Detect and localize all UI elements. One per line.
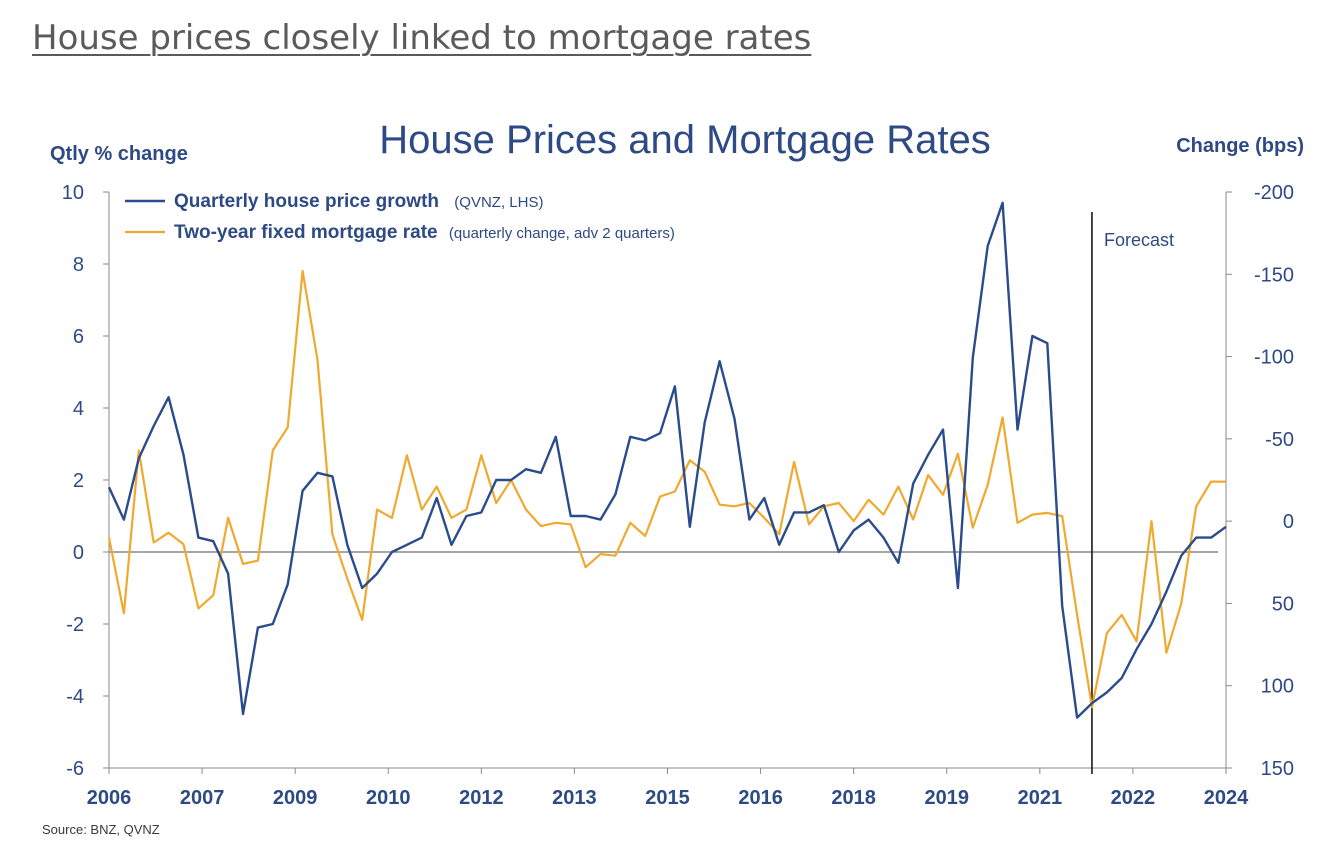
right-tick-label: -200: [1254, 182, 1294, 204]
series-line-house-price: [107, 201, 1227, 719]
right-axis-label: Change (bps): [1176, 135, 1304, 157]
x-tick-label: 2018: [831, 787, 876, 809]
x-tick-label: 2013: [552, 787, 597, 809]
x-tick-label: 2021: [1018, 787, 1063, 809]
x-tick-label: 2016: [738, 787, 783, 809]
left-tick-label: 4: [73, 398, 84, 420]
left-tick-label: -6: [66, 758, 84, 780]
left-tick-label: 2: [73, 470, 84, 492]
right-tick-label: 50: [1272, 593, 1294, 615]
legend: Quarterly house price growth (QVNZ, LHS)…: [125, 191, 675, 243]
left-tick-label: -2: [66, 614, 84, 636]
x-tick-label: 2007: [180, 787, 225, 809]
forecast-label: Forecast: [1104, 230, 1174, 250]
x-tick-label: 2009: [273, 787, 318, 809]
left-axis: 10 8 6 4 2 0 -2 -4 -6: [62, 182, 110, 780]
legend-label-mortgage: Two-year fixed mortgage rate (quarterly …: [174, 222, 675, 243]
left-tick-label: 8: [73, 254, 84, 276]
source-note: Source: BNZ, QVNZ: [42, 822, 160, 837]
right-tick-label: 100: [1261, 676, 1294, 698]
legend-label-house: Quarterly house price growth (QVNZ, LHS): [174, 191, 543, 212]
right-tick-label: 0: [1283, 511, 1294, 533]
right-tick-label: -100: [1254, 347, 1294, 369]
left-tick-label: 6: [73, 326, 84, 348]
x-tick-label: 2019: [925, 787, 970, 809]
left-axis-label: Qtly % change: [50, 143, 188, 165]
page-heading: House prices closely linked to mortgage …: [32, 18, 812, 58]
left-tick-label: -4: [66, 686, 84, 708]
x-tick-label: 2015: [645, 787, 690, 809]
series-line-mortgage-rate: [107, 269, 1226, 709]
left-tick-label: 0: [73, 542, 84, 564]
right-tick-label: -150: [1254, 264, 1294, 286]
x-tick-label: 2024: [1204, 787, 1249, 809]
right-axis: -200 -150 -100 -50 0 50 100 150: [1225, 182, 1294, 780]
x-axis: 2006 2007 2009 2010 2012 2013 2015 2016 2018 2019…: [87, 767, 1249, 809]
right-tick-label: 150: [1261, 758, 1294, 780]
left-tick-label: 10: [62, 182, 84, 204]
x-tick-label: 2010: [366, 787, 411, 809]
chart-title: House Prices and Mortgage Rates: [379, 118, 990, 162]
x-tick-label: 2012: [459, 787, 504, 809]
right-tick-label: -50: [1265, 429, 1294, 451]
x-tick-label: 2006: [87, 787, 132, 809]
x-tick-label: 2022: [1111, 787, 1156, 809]
